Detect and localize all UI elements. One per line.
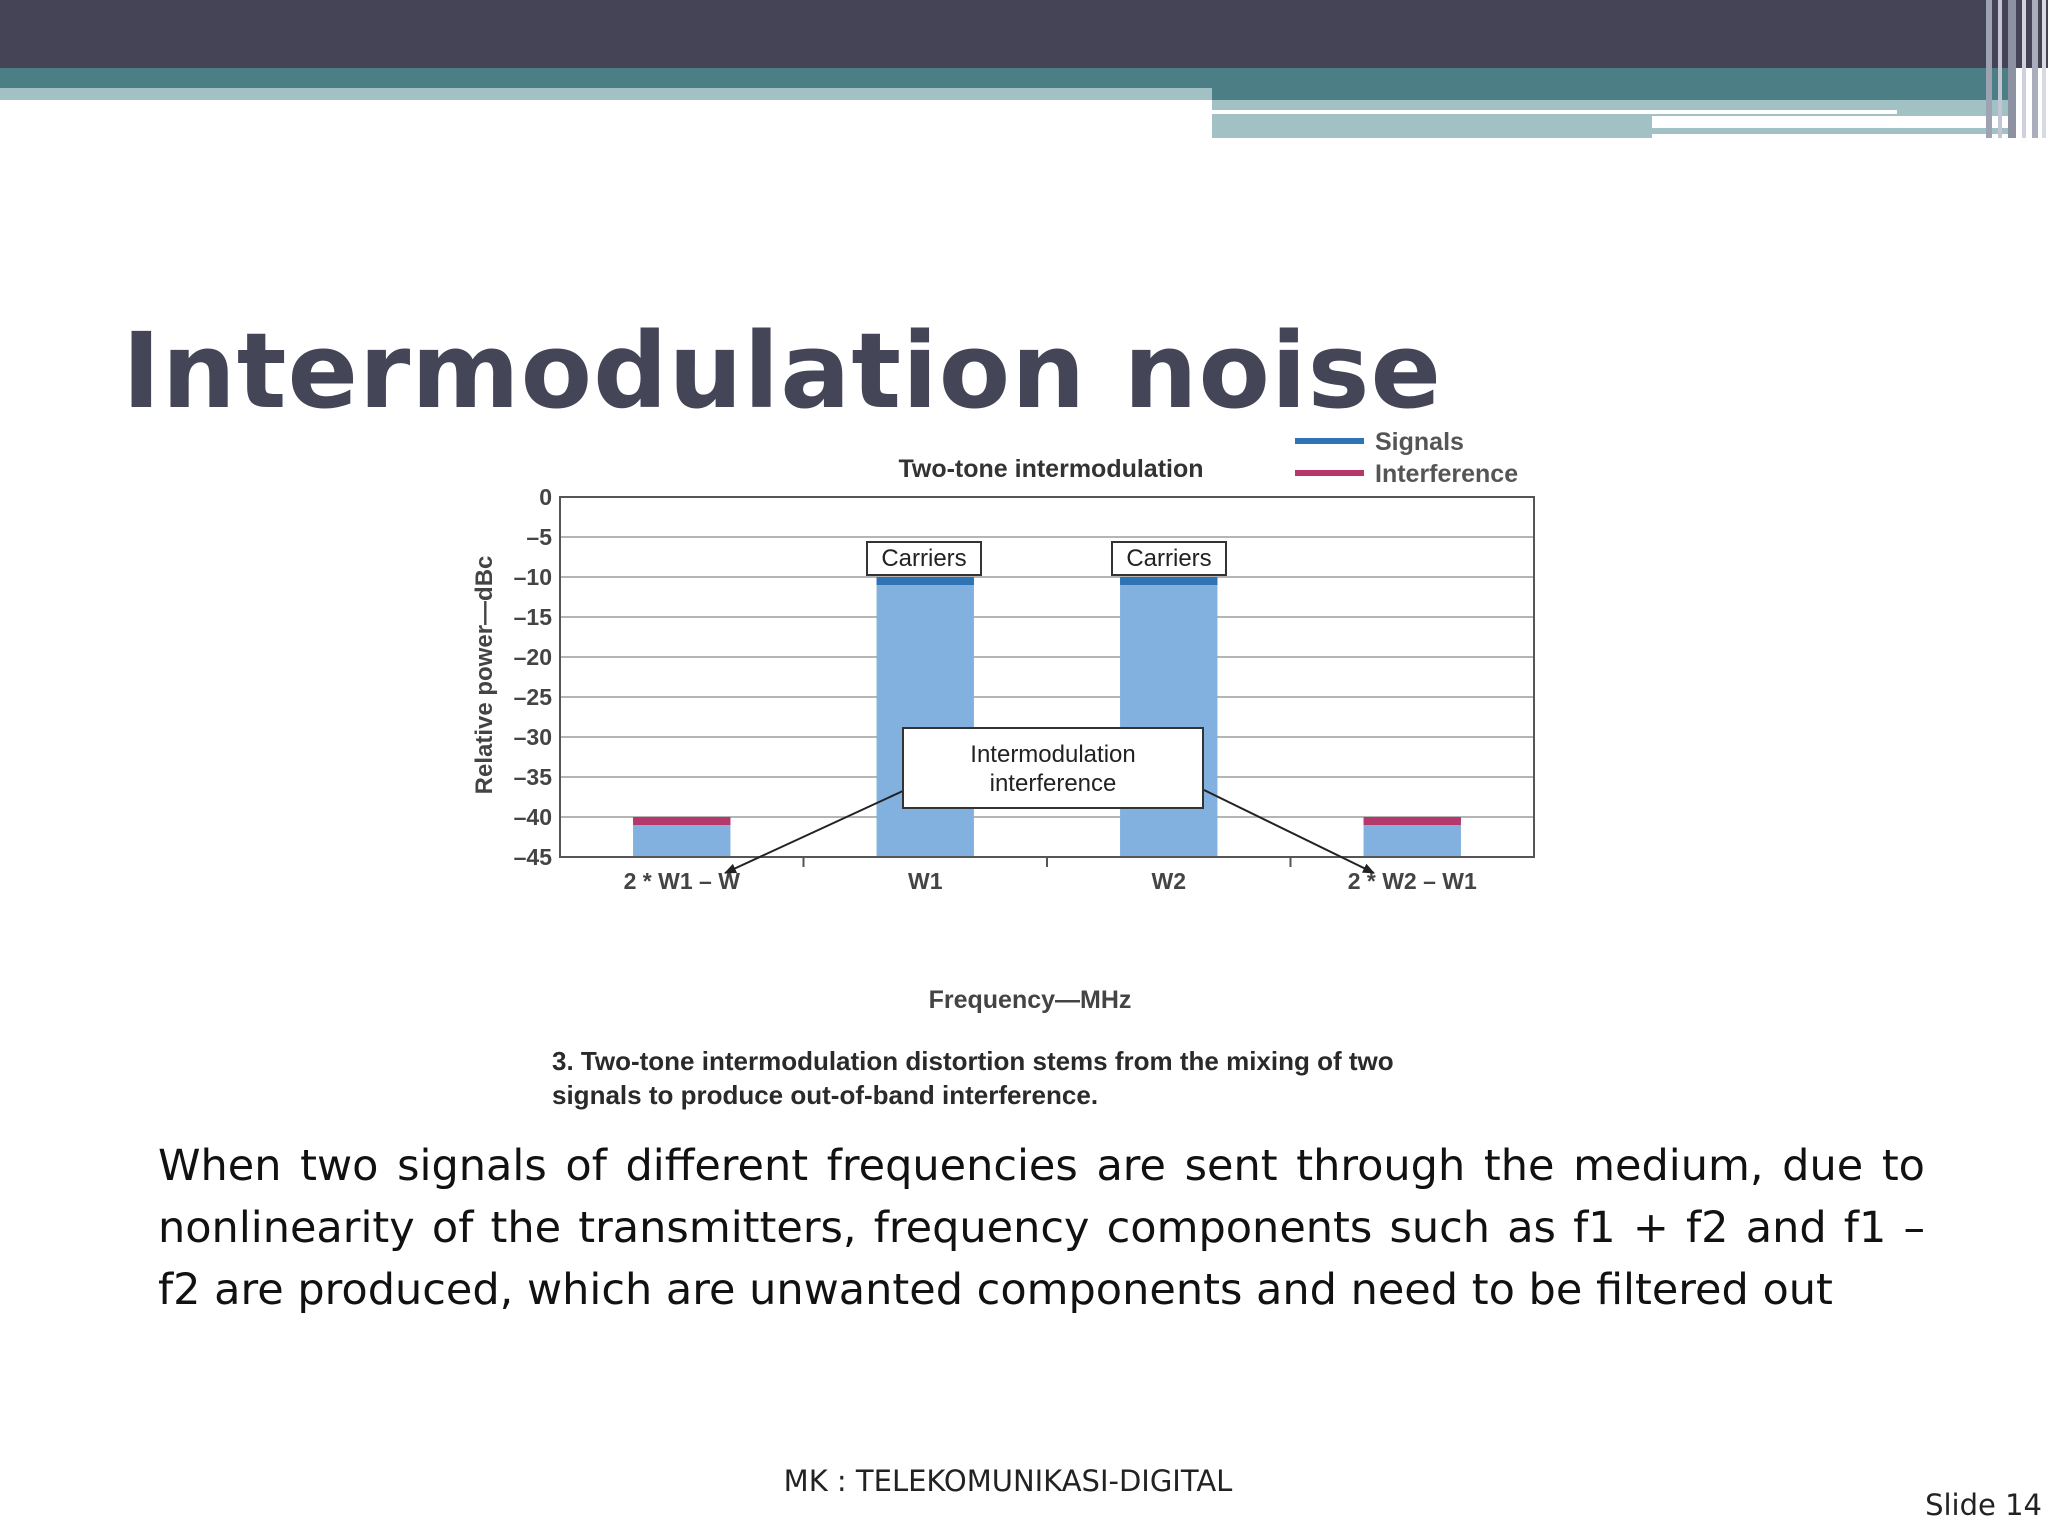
legend-label-signals: Signals	[1375, 428, 1464, 456]
x-category-label: 2 * W1 – W	[624, 868, 741, 894]
bar-level-marker	[876, 577, 974, 585]
y-tick-label: –35	[514, 764, 553, 790]
carriers-label-1: Carriers	[866, 541, 982, 576]
y-tick-label: –40	[514, 804, 552, 830]
intermodulation-label-line1: Intermodulation	[970, 741, 1135, 768]
y-axis-title: Relative power—dBc	[471, 556, 498, 795]
y-tick-label: –10	[514, 564, 552, 590]
intermodulation-label-line2: interference	[990, 770, 1117, 797]
y-tick-label: –25	[514, 684, 553, 710]
header-white-line	[1212, 110, 1897, 114]
legend-label-interference: Interference	[1375, 460, 1518, 488]
header-stripes	[1982, 0, 2048, 138]
y-tick-label: –30	[514, 724, 552, 750]
header-accent-band	[0, 68, 2010, 88]
x-category-label: 2 * W2 – W1	[1348, 868, 1477, 894]
slide-number: Slide 14	[1925, 1488, 2042, 1522]
header-light-band	[0, 88, 1212, 100]
arrow-left	[724, 789, 906, 874]
slide-title: Intermodulation noise	[122, 310, 1443, 432]
bar-level-marker	[1120, 577, 1218, 585]
carriers-label-2: Carriers	[1111, 541, 1227, 576]
x-category-label: W2	[1152, 868, 1187, 894]
plot-frame	[559, 496, 1535, 858]
intermodulation-chart: Two-tone intermodulation Signals Interfe…	[471, 428, 1535, 1014]
arrow-right	[1203, 789, 1375, 874]
x-axis-title: Frequency—MHz	[929, 986, 1132, 1014]
bar	[1120, 577, 1218, 857]
y-tick-label: 0	[539, 484, 552, 510]
x-category-label: W1	[908, 868, 943, 894]
intermodulation-label: Intermodulation interference	[902, 727, 1204, 809]
y-tick-label: –20	[514, 644, 552, 670]
carriers-label-text: Carriers	[1126, 545, 1211, 572]
figure-caption: 3. Two-tone intermodulation distortion s…	[552, 1044, 1394, 1112]
figure-caption-line1: 3. Two-tone intermodulation distortion s…	[552, 1046, 1394, 1076]
figure: Two-tone intermodulation Signals Interfe…	[460, 425, 1550, 1115]
header-bar	[0, 0, 2048, 68]
body-paragraph: When two signals of different frequencie…	[158, 1141, 1925, 1315]
bar-level-marker	[1363, 817, 1461, 825]
carriers-label-text: Carriers	[881, 545, 966, 572]
header-light-band-lower	[1212, 116, 1652, 138]
bar-level-marker	[633, 817, 731, 825]
y-tick-label: –15	[514, 604, 553, 630]
chart-title: Two-tone intermodulation	[898, 455, 1203, 483]
figure-caption-line2: signals to produce out-of-band interfere…	[552, 1080, 1099, 1110]
y-tick-label: –5	[526, 524, 552, 550]
header-light-band-lower-2	[1652, 128, 2010, 134]
footer-course: MK : TELEKOMUNIKASI-DIGITAL	[783, 1464, 1233, 1498]
y-tick-label: –45	[514, 844, 553, 870]
header-accent-band-right	[1212, 88, 2010, 100]
bar	[876, 577, 974, 857]
legend: Signals Interference	[1295, 428, 1518, 488]
